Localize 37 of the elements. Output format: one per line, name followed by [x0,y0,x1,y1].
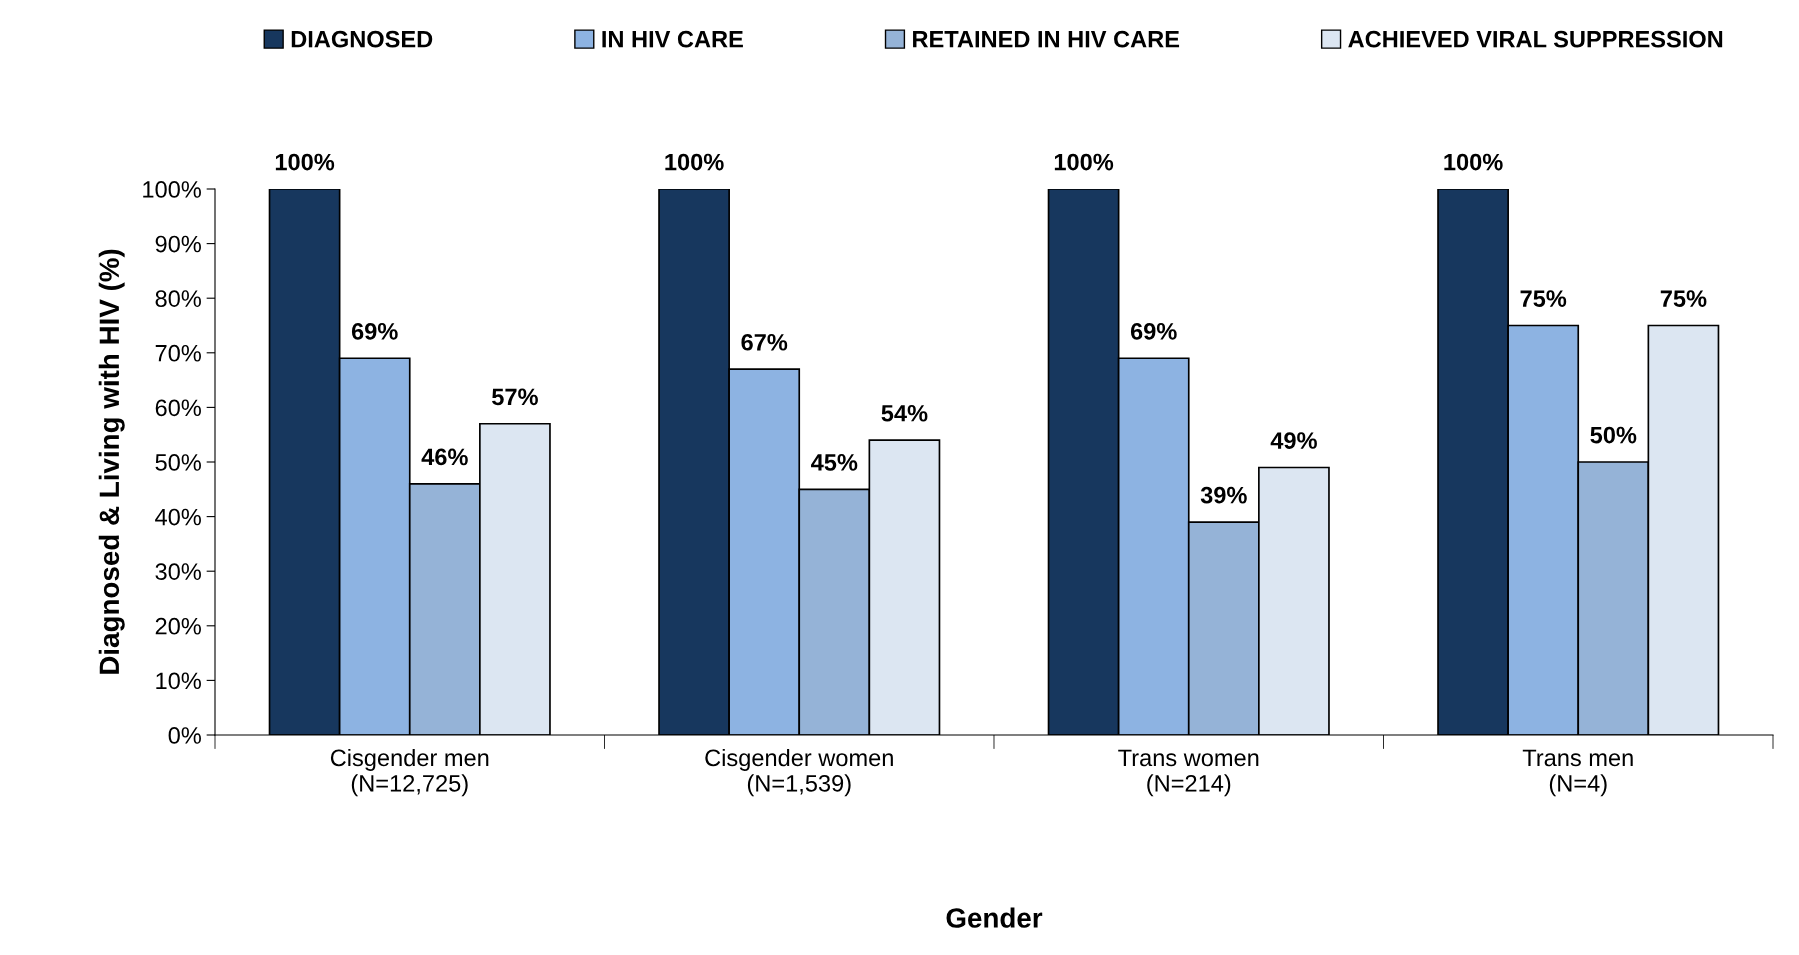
data-label: 50% [1590,426,1637,444]
x-tick-label: Cisgender women (N=1,539) [705,748,893,797]
data-label: 69% [1130,322,1177,340]
y-tick-label: 0% [168,727,201,744]
y-tick-label: 70% [155,344,201,362]
y-tick-label: 40% [155,508,201,526]
data-label: 75% [1520,290,1567,307]
y-tick-label: 30% [155,563,201,580]
data-label: 67% [741,333,788,351]
y-tick-label: 50% [155,454,201,471]
data-label: 49% [1270,432,1317,449]
y-axis-title: Diagnosed & Living with HIV (%) [98,249,125,674]
data-label: 100% [665,153,724,171]
x-axis-title: Gender [946,907,1043,928]
data-label: 75% [1660,290,1707,307]
data-label: 57% [492,388,538,406]
data-label: 46% [421,448,468,466]
y-tick-label: 90% [155,235,201,253]
data-label: 69% [351,322,398,340]
data-label: 100% [1054,153,1114,171]
legend-label: RETAINED IN HIV CARE [913,30,1180,48]
legend-label: IN HIV CARE [602,30,743,48]
data-label: 54% [881,404,928,422]
data-label: 100% [1444,153,1503,171]
y-tick-label: 80% [155,290,201,307]
legend-label: ACHIEVED VIRAL SUPPRESSION [1348,30,1723,48]
y-tick-label: 60% [155,399,201,417]
data-label: 39% [1200,486,1247,504]
y-tick-label: 20% [155,617,201,635]
x-tick-label: Cisgender men (N=12,725) [330,748,489,797]
y-tick-label: 100% [143,181,201,198]
y-tick-label: 10% [156,672,201,690]
x-tick-label: Trans men (N=4) [1522,749,1633,797]
data-label: 45% [811,454,858,471]
legend-label: DIAGNOSED [291,30,433,48]
x-tick-label: Trans women (N=214) [1118,749,1259,797]
data-label: 100% [275,153,335,171]
